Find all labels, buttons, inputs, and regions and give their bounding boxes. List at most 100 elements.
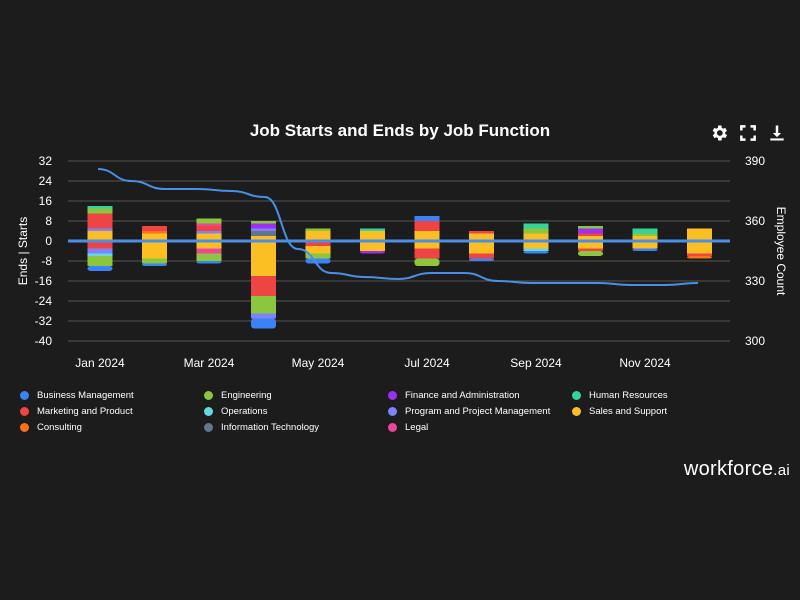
legend-dot [20, 391, 29, 400]
bar-segment-end [196, 253, 222, 261]
legend-item[interactable]: Finance and Administration [388, 390, 520, 401]
bar-segment-start [469, 231, 494, 234]
bar-segment-start [360, 231, 385, 241]
bar-segment-end [469, 241, 494, 254]
settings-icon[interactable] [708, 122, 730, 144]
bar-segment-start [632, 236, 658, 241]
legend-item[interactable]: Human Resources [572, 390, 668, 401]
bar-segment-start [251, 236, 276, 241]
bar-segment-start [142, 226, 167, 231]
x-tick-label: May 2024 [292, 356, 345, 370]
bar-segment-start [578, 228, 603, 234]
legend-item[interactable]: Operations [204, 406, 267, 417]
legend-item[interactable]: Sales and Support [572, 406, 667, 417]
bar-segment-end [414, 248, 440, 259]
legend-label: Consulting [37, 422, 82, 433]
bar-segment-start [87, 213, 113, 229]
bar-segment-end [251, 241, 276, 276]
chart-title: Job Starts and Ends by Job Function [249, 121, 551, 140]
bar-segment-end [523, 248, 549, 251]
bar-segment-start [578, 233, 603, 236]
bar-segment-start [414, 231, 440, 241]
bar-segment-end [578, 248, 603, 251]
y-tick-label: 16 [39, 194, 53, 208]
legend-dot [20, 423, 29, 432]
y-axis-label-left: Ends | Starts [16, 216, 30, 286]
bar-segment-end [632, 241, 658, 249]
bar-segment-start [196, 218, 222, 224]
bar-segment-end [305, 258, 331, 264]
bar-segment-end [142, 263, 167, 266]
bar-segment-start [142, 233, 167, 241]
bar-segment-start [87, 228, 113, 231]
y2-tick-label: 300 [745, 334, 765, 348]
chart-toolbar [708, 122, 788, 144]
bar-segment-end [578, 241, 603, 249]
legend-item[interactable]: Marketing and Product [20, 406, 133, 417]
bar-segment-start [523, 228, 549, 234]
bar-segment-end [305, 253, 331, 259]
brand-name: workforce [683, 458, 774, 480]
bar-segment-end [142, 241, 167, 251]
legend-dot [572, 391, 581, 400]
legend-item[interactable]: Engineering [204, 390, 272, 401]
bar-segment-end [305, 246, 331, 254]
brand-suffix: .ai [773, 462, 790, 479]
bar-segment-end [87, 266, 113, 271]
bar-segment-end [251, 318, 276, 329]
bar-segment-start [305, 231, 331, 241]
legend-dot [572, 407, 581, 416]
bar-segment-end [251, 313, 276, 319]
bar-segment-start [196, 231, 222, 234]
legend-dot [388, 423, 397, 432]
bar-segment-end [523, 241, 549, 249]
y-tick-label: -32 [35, 314, 53, 328]
legend-item[interactable]: Information Technology [204, 422, 319, 433]
legend-label: Operations [221, 406, 268, 417]
legend-dot [204, 391, 213, 400]
expand-icon[interactable] [737, 122, 759, 144]
bar-segment-start [251, 231, 276, 236]
y-tick-label: 0 [45, 234, 52, 248]
brand-logo: workforce.ai [684, 458, 790, 481]
bar-segment-start [251, 221, 276, 224]
legend-label: Legal [405, 422, 429, 433]
legend-dot [20, 407, 29, 416]
bar-segment-end [687, 241, 712, 254]
bar-segment-end [142, 258, 167, 264]
bar-segment-end [196, 248, 222, 254]
legend-item[interactable]: Consulting [20, 422, 82, 433]
bar-segment-end [578, 251, 603, 256]
legend-dot [388, 391, 397, 400]
bar-segment-start [578, 236, 603, 241]
bar-segment-end [87, 263, 113, 266]
bar-segment-end [414, 241, 440, 249]
y-tick-label: -40 [35, 334, 53, 348]
y2-tick-label: 330 [745, 274, 765, 288]
bar-segment-end [251, 276, 276, 296]
legend-item[interactable]: Legal [388, 422, 428, 433]
legend-item[interactable]: Business Management [20, 390, 134, 401]
download-icon[interactable] [766, 122, 788, 144]
bar-segment-start [523, 233, 549, 241]
bar-segment-start [469, 233, 494, 241]
bar-segment-start [414, 216, 440, 221]
bar-segment-end [305, 241, 331, 246]
bar-segment-start [87, 206, 113, 209]
bar-segment-end [87, 256, 113, 264]
bar-segment-end [469, 253, 494, 259]
bar-segment-end [523, 251, 549, 254]
legend-item[interactable]: Program and Project Management [388, 406, 550, 417]
y-tick-label: -24 [35, 294, 53, 308]
y2-tick-label: 360 [745, 214, 765, 228]
bar-segment-start [632, 228, 658, 234]
bar-segment-start [523, 223, 549, 229]
legend-dot [204, 423, 213, 432]
x-tick-label: Sep 2024 [510, 356, 562, 370]
x-tick-label: Mar 2024 [184, 356, 235, 370]
bar-segment-start [632, 233, 658, 236]
legend-label: Human Resources [589, 390, 668, 401]
bar-segment-start [142, 231, 167, 234]
legend-label: Marketing and Product [37, 406, 133, 417]
